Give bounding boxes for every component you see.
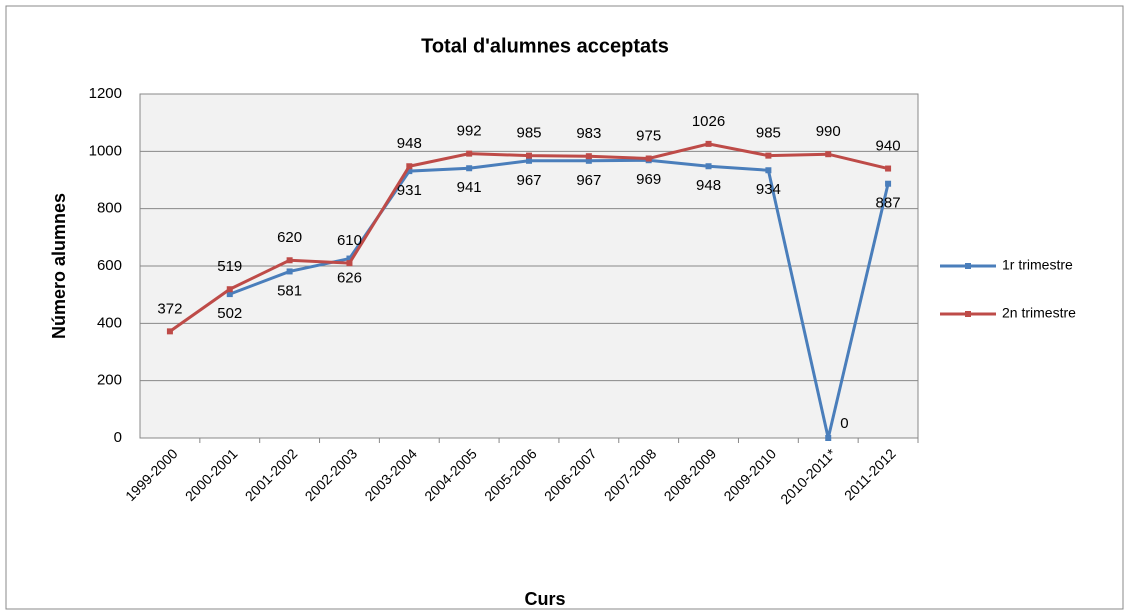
data-label: 610 <box>337 232 362 249</box>
data-label: 620 <box>277 229 302 246</box>
legend-label: 1r trimestre <box>1002 257 1073 273</box>
y-tick-label: 1200 <box>89 85 122 102</box>
marker <box>885 165 892 172</box>
data-label: 990 <box>816 123 841 140</box>
data-label: 985 <box>756 125 781 142</box>
data-label: 985 <box>516 125 541 142</box>
marker <box>286 257 293 264</box>
data-label: 372 <box>157 300 182 317</box>
marker <box>166 328 173 335</box>
marker <box>286 268 293 275</box>
chart-title: Total d'alumnes acceptats <box>421 35 669 57</box>
marker <box>466 165 473 172</box>
data-label: 0 <box>840 415 848 432</box>
legend-marker <box>965 311 971 317</box>
data-label: 941 <box>457 179 482 196</box>
data-label: 975 <box>636 127 661 144</box>
marker <box>585 157 592 164</box>
marker <box>466 150 473 157</box>
data-label: 969 <box>636 171 661 188</box>
y-tick-label: 800 <box>97 200 122 217</box>
marker <box>765 167 772 174</box>
legend-label: 2n trimestre <box>1002 305 1076 321</box>
y-tick-label: 200 <box>97 372 122 389</box>
data-label: 948 <box>696 177 721 194</box>
x-axis-title: Curs <box>524 589 565 609</box>
data-label: 581 <box>277 282 302 299</box>
series-line <box>229 158 890 439</box>
marker <box>226 286 233 293</box>
marker <box>226 291 233 298</box>
data-label: 983 <box>576 125 601 142</box>
data-label: 940 <box>876 138 901 155</box>
marker <box>526 152 532 159</box>
marker <box>825 151 832 158</box>
marker <box>585 153 592 160</box>
marker <box>705 140 712 147</box>
data-label: 992 <box>457 123 482 140</box>
data-label: 626 <box>337 270 362 287</box>
marker <box>765 152 772 159</box>
data-label: 519 <box>217 258 242 275</box>
data-label: 887 <box>876 195 901 212</box>
y-tick-label: 1000 <box>89 142 122 159</box>
marker <box>406 163 413 170</box>
data-label: 967 <box>576 172 601 189</box>
marker <box>825 435 832 441</box>
legend-marker <box>965 263 971 269</box>
data-label: 502 <box>217 305 242 322</box>
data-label: 948 <box>397 135 422 152</box>
y-axis-title: Número alumnes <box>49 193 69 339</box>
y-tick-label: 400 <box>97 314 122 331</box>
data-label: 1026 <box>692 113 725 130</box>
y-tick-label: 600 <box>97 257 122 274</box>
y-tick-label: 0 <box>114 429 122 446</box>
marker <box>406 168 413 175</box>
data-label: 931 <box>397 182 422 199</box>
marker <box>705 163 712 170</box>
marker <box>346 255 353 262</box>
marker <box>645 155 652 162</box>
marker <box>346 260 353 267</box>
data-label: 967 <box>516 172 541 189</box>
marker <box>526 157 532 164</box>
marker <box>885 180 892 187</box>
data-label: 934 <box>756 181 781 198</box>
